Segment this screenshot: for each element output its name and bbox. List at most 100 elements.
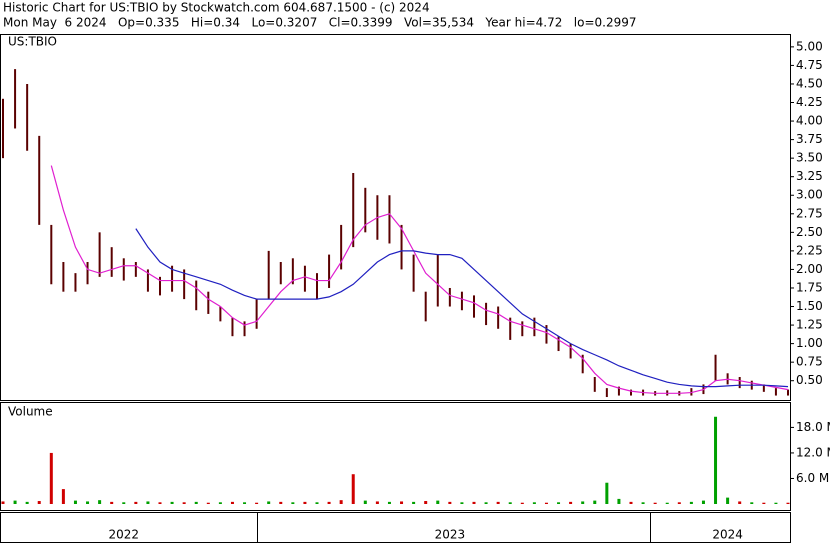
volume-bar: [387, 501, 391, 504]
price-panel: [0, 34, 791, 401]
volume-bar: [400, 501, 404, 504]
y2-tick-label: 18.0 M: [796, 420, 830, 434]
volume-bar: [677, 502, 681, 504]
volume-bar: [25, 501, 29, 504]
volume-bar: [738, 501, 742, 504]
volume-bar: [49, 452, 53, 504]
y-tick-label: 4.00: [796, 114, 823, 128]
volume-bar: [363, 500, 367, 504]
volume-bar: [13, 500, 17, 504]
volume-bar: [375, 501, 379, 504]
volume-bar: [122, 502, 126, 504]
volume-bar: [267, 501, 271, 504]
volume-bar: [303, 501, 307, 504]
ma-short-line: [50, 165, 789, 394]
volume-bar: [472, 501, 476, 504]
volume-bar: [617, 498, 621, 504]
volume-bar: [182, 502, 186, 504]
volume-bar: [701, 500, 705, 504]
volume-bar: [339, 500, 343, 504]
volume-bar: [774, 502, 778, 504]
volume-bar: [593, 500, 597, 504]
volume-bar: [653, 502, 657, 504]
volume-bar: [786, 502, 790, 504]
volume-bar: [508, 502, 512, 504]
volume-bar: [255, 502, 259, 504]
volume-bar: [291, 502, 295, 504]
y-tick-label: 3.75: [796, 132, 823, 146]
volume-bar: [37, 501, 41, 504]
y-tick-label: 5.00: [796, 39, 823, 53]
y-tick-label: 1.50: [796, 299, 823, 313]
volume-label: Volume: [8, 405, 53, 419]
y-tick-label: 0.50: [796, 373, 823, 387]
symbol-label: US:TBIO: [8, 35, 57, 49]
volume-bar: [412, 501, 416, 504]
y-tick-label: 1.00: [796, 336, 823, 350]
volume-bar: [98, 500, 102, 504]
volume-bar: [689, 501, 693, 504]
volume-bar: [714, 416, 718, 504]
y-tick-label: 3.00: [796, 188, 823, 202]
volume-bar: [726, 497, 730, 504]
y-tick-label: 1.75: [796, 280, 823, 294]
volume-bar: [448, 501, 452, 504]
volume-bar: [134, 501, 138, 504]
volume-bar: [436, 500, 440, 504]
y-tick-label: 4.50: [796, 76, 823, 90]
volume-bar: [86, 501, 90, 504]
volume-bar: [279, 501, 283, 504]
volume-bar: [532, 502, 536, 504]
y-tick-label: 2.25: [796, 243, 823, 257]
year-label: 2024: [712, 528, 743, 542]
volume-bar: [230, 501, 234, 504]
volume-bar: [605, 482, 609, 504]
volume-bar: [327, 501, 331, 504]
volume-bar: [61, 489, 65, 504]
y-tick-label: 0.75: [796, 355, 823, 369]
volume-bar: [170, 501, 174, 504]
volume-bar: [557, 502, 561, 504]
year-label: 2023: [435, 528, 466, 542]
y-tick-label: 1.25: [796, 318, 823, 332]
volume-bar: [206, 502, 210, 504]
chart-subtitle: Mon May 6 2024 Op=0.335 Hi=0.34 Lo=0.320…: [3, 16, 637, 30]
volume-bar: [194, 501, 198, 504]
y2-tick-label: 6.0 M: [796, 471, 829, 485]
volume-bar: [1, 501, 5, 504]
volume-bar: [460, 502, 464, 504]
volume-bar: [629, 501, 633, 504]
volume-bar: [73, 500, 77, 504]
volume-bar: [496, 501, 500, 504]
y2-tick-label: 12.0 M: [796, 445, 830, 459]
volume-bar: [243, 502, 247, 504]
volume-bar: [351, 474, 355, 504]
volume-bar: [750, 502, 754, 504]
volume-bar: [520, 502, 524, 504]
y-tick-label: 2.00: [796, 262, 823, 276]
volume-bar: [544, 502, 548, 504]
volume-bar: [110, 501, 114, 504]
volume-bar: [581, 501, 585, 504]
y-tick-label: 3.50: [796, 151, 823, 165]
volume-panel: [0, 402, 791, 511]
y-tick-label: 2.75: [796, 206, 823, 220]
y-tick-label: 3.25: [796, 169, 823, 183]
year-label: 2022: [108, 528, 139, 542]
volume-bar: [665, 502, 669, 504]
y-tick-label: 4.25: [796, 95, 823, 109]
volume-bar: [158, 502, 162, 504]
volume-bar: [484, 502, 488, 504]
chart-title: Historic Chart for US:TBIO by Stockwatch…: [3, 1, 430, 15]
volume-bar: [218, 502, 222, 504]
ma-long-line: [135, 228, 789, 388]
volume-bar: [424, 501, 428, 504]
y-tick-label: 2.50: [796, 225, 823, 239]
volume-bar: [315, 502, 319, 504]
volume-bar: [762, 502, 766, 504]
volume-bar: [569, 501, 573, 504]
volume-bar: [146, 501, 150, 504]
y-tick-label: 4.75: [796, 58, 823, 72]
